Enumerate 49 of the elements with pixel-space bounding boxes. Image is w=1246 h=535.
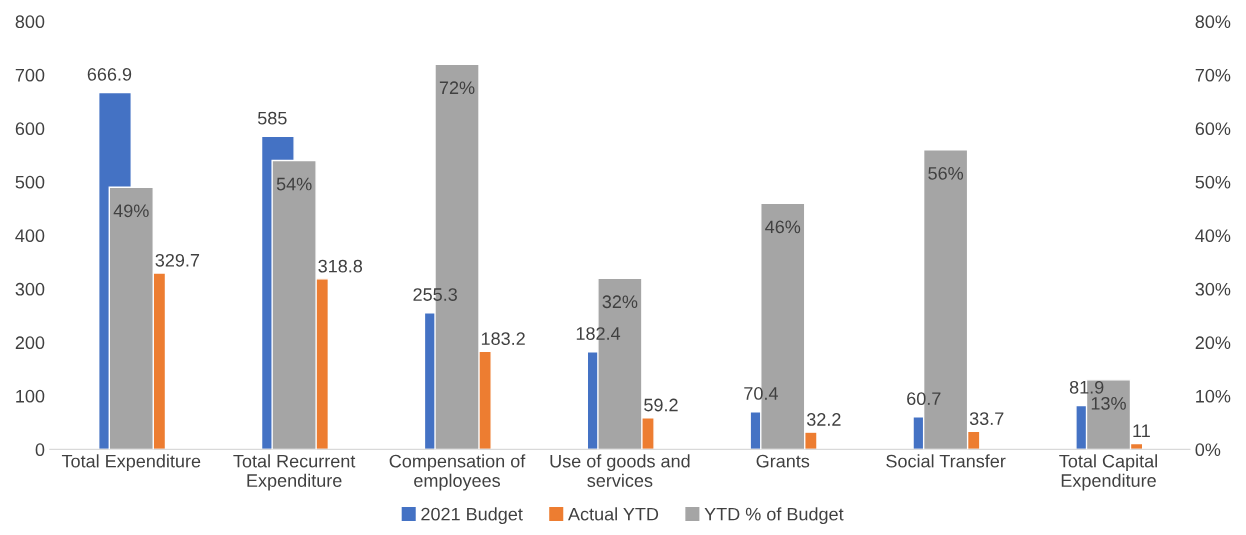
data-label: 81.9 [1069,380,1104,394]
data-label: 11 [1133,424,1150,437]
data-label: 585 [257,111,287,125]
data-label: 59.2 [644,398,678,412]
data-label: 46% [765,220,801,234]
data-label: 183.2 [481,332,525,346]
y2-tick-label: 40% [1195,229,1231,243]
y-tick-label: 100 [16,389,45,403]
x-tick-label: Total Capital Expenditure [1059,454,1157,491]
y2-tick-label: 10% [1196,389,1231,403]
y-tick-label: 300 [15,282,45,296]
x-tick-label: Total Expenditure [61,454,201,472]
y-tick-label: 600 [15,122,45,136]
y-tick-label: 400 [15,229,45,243]
data-label: 49% [113,204,149,218]
y-tick-label: 0 [35,443,45,457]
y2-tick-label: 50% [1195,175,1231,189]
data-label: 13% [1091,396,1126,410]
x-tick-label: Social Transfer [886,454,1006,468]
data-label: 329.7 [155,253,200,267]
legend-label: Actual YTD [568,507,659,521]
data-label: 32.2 [806,413,841,426]
legend-label: 2021 Budget [421,507,523,525]
y2-tick-label: 20% [1195,336,1231,350]
data-label: 54% [276,177,312,191]
data-label: 32% [602,295,638,309]
y-tick-label: 200 [15,336,45,350]
data-label: 33.7 [969,412,1004,426]
y2-tick-label: 80% [1195,15,1231,29]
x-tick-label: Use of goods and services [550,454,690,487]
data-label: 56% [928,166,964,180]
x-tick-label: Total Recurrent Expenditure [233,454,356,491]
data-label: 60.7 [907,392,941,406]
data-label: 255.3 [413,288,457,301]
x-tick-label: Grants [756,454,810,468]
y2-tick-label: 30% [1195,282,1231,296]
data-label: 318.8 [318,259,363,273]
legend-label: YTD % of Budget [704,507,844,525]
data-label: 666.9 [87,67,132,81]
y-tick-label: 700 [15,68,45,82]
y2-tick-label: 70% [1195,68,1231,82]
x-tick-label: Compensation of employees [389,454,526,491]
y-tick-label: 500 [15,175,45,189]
y-tick-label: 800 [15,15,45,29]
data-label: 70.4 [744,387,778,400]
y2-tick-label: 60% [1195,122,1231,136]
data-label: 72% [439,81,475,95]
data-label: 182.4 [576,327,621,340]
y2-tick-label: 0% [1195,443,1221,457]
